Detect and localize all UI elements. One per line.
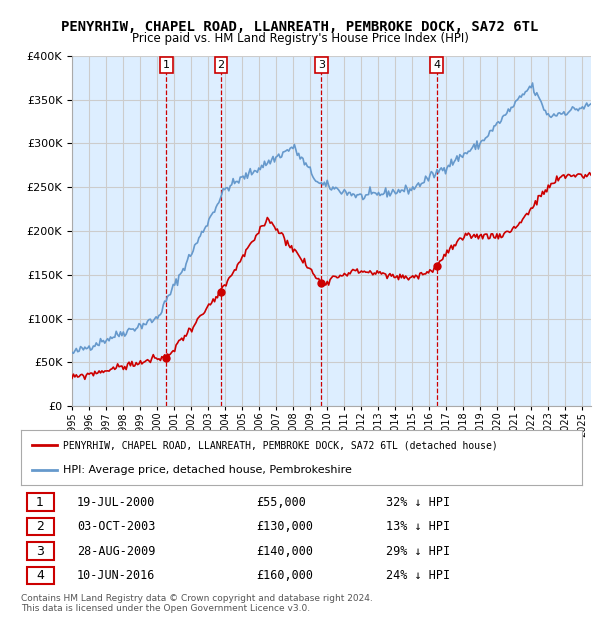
Text: 1: 1: [163, 60, 170, 70]
FancyBboxPatch shape: [26, 494, 53, 511]
Text: PENYRHIW, CHAPEL ROAD, LLANREATH, PEMBROKE DOCK, SA72 6TL (detached house): PENYRHIW, CHAPEL ROAD, LLANREATH, PEMBRO…: [63, 440, 498, 450]
Text: 4: 4: [433, 60, 440, 70]
Text: £130,000: £130,000: [257, 520, 314, 533]
Text: 29% ↓ HPI: 29% ↓ HPI: [386, 544, 450, 557]
Text: 24% ↓ HPI: 24% ↓ HPI: [386, 569, 450, 582]
Text: 10-JUN-2016: 10-JUN-2016: [77, 569, 155, 582]
FancyBboxPatch shape: [26, 567, 53, 584]
Text: £140,000: £140,000: [257, 544, 314, 557]
Text: HPI: Average price, detached house, Pembrokeshire: HPI: Average price, detached house, Pemb…: [63, 465, 352, 475]
Text: £55,000: £55,000: [257, 495, 307, 508]
Text: 2: 2: [36, 520, 44, 533]
Text: 03-OCT-2003: 03-OCT-2003: [77, 520, 155, 533]
Text: 1: 1: [36, 495, 44, 508]
Text: Contains HM Land Registry data © Crown copyright and database right 2024.
This d: Contains HM Land Registry data © Crown c…: [21, 594, 373, 613]
Text: 2: 2: [217, 60, 224, 70]
Text: PENYRHIW, CHAPEL ROAD, LLANREATH, PEMBROKE DOCK, SA72 6TL: PENYRHIW, CHAPEL ROAD, LLANREATH, PEMBRO…: [61, 20, 539, 34]
Text: 3: 3: [318, 60, 325, 70]
Text: 19-JUL-2000: 19-JUL-2000: [77, 495, 155, 508]
Text: 13% ↓ HPI: 13% ↓ HPI: [386, 520, 450, 533]
Text: 3: 3: [36, 544, 44, 557]
Text: 32% ↓ HPI: 32% ↓ HPI: [386, 495, 450, 508]
Text: £160,000: £160,000: [257, 569, 314, 582]
Text: 28-AUG-2009: 28-AUG-2009: [77, 544, 155, 557]
FancyBboxPatch shape: [26, 542, 53, 560]
Text: Price paid vs. HM Land Registry's House Price Index (HPI): Price paid vs. HM Land Registry's House …: [131, 32, 469, 45]
Text: 4: 4: [36, 569, 44, 582]
FancyBboxPatch shape: [26, 518, 53, 535]
